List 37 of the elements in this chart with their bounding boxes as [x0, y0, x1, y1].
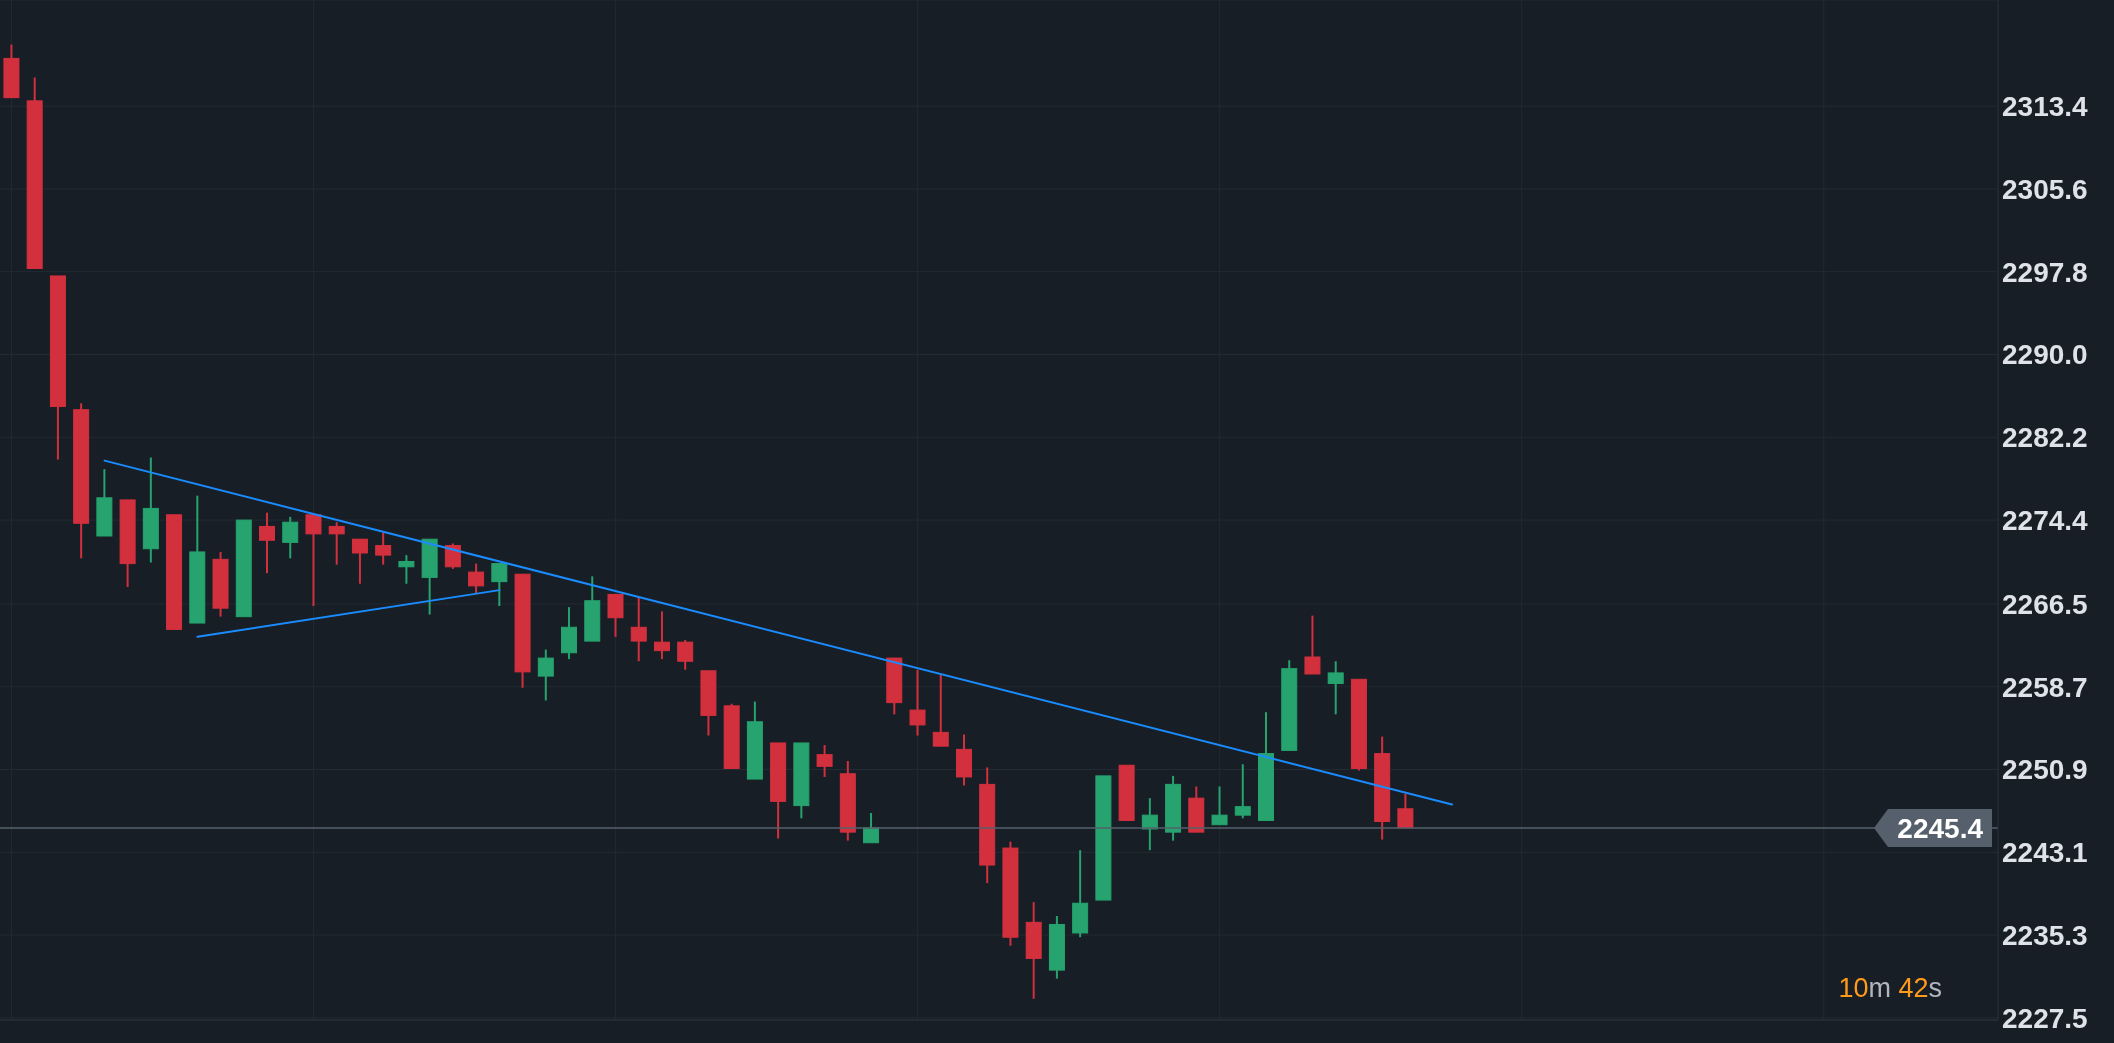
candlestick: [1304, 614, 1321, 675]
candlestick: [607, 593, 624, 638]
y-tick-label: 2250.9: [2002, 754, 2088, 786]
annotation: 10m 42s: [1838, 973, 1942, 1003]
y-tick-label: 2266.5: [2002, 588, 2088, 620]
y-tick-label: 2282.2: [2002, 422, 2088, 454]
candlestick: [375, 531, 392, 566]
y-tick-label: 2243.1: [2002, 837, 2088, 869]
candlestick: [444, 542, 461, 570]
candlestick: [816, 744, 833, 778]
candlestick: [282, 515, 299, 560]
candlestick: [1234, 763, 1251, 820]
candlestick: [491, 562, 508, 608]
candlestick: [630, 595, 647, 663]
y-tick-label: 2235.3: [2002, 920, 2088, 952]
y-tick-label: 2274.4: [2002, 505, 2089, 537]
candlestick: [351, 538, 368, 585]
y-tick-label: 2313.4: [2002, 91, 2089, 123]
candlestick: [398, 554, 415, 585]
candlestick: [259, 511, 276, 575]
candlestick: [1327, 660, 1344, 716]
y-tick-label: 2290.0: [2002, 339, 2088, 371]
candlestick: [537, 648, 554, 702]
candlestick: [1397, 792, 1414, 829]
candlestick: [468, 562, 485, 595]
y-tick-label: 2227.5: [2002, 1002, 2088, 1034]
candlestick: [1211, 785, 1228, 826]
candlestick: [328, 521, 345, 566]
candlestick: [653, 610, 670, 661]
candlestick: [932, 674, 949, 748]
ref-line-label: 2245.4: [1897, 812, 1984, 844]
y-tick-label: 2305.6: [2002, 173, 2088, 205]
candlestick: [677, 639, 694, 671]
candlestick: [909, 668, 926, 737]
candlestick: [305, 513, 322, 608]
y-tick-label: 2258.7: [2002, 671, 2088, 703]
y-tick-label: 2297.8: [2002, 256, 2088, 288]
